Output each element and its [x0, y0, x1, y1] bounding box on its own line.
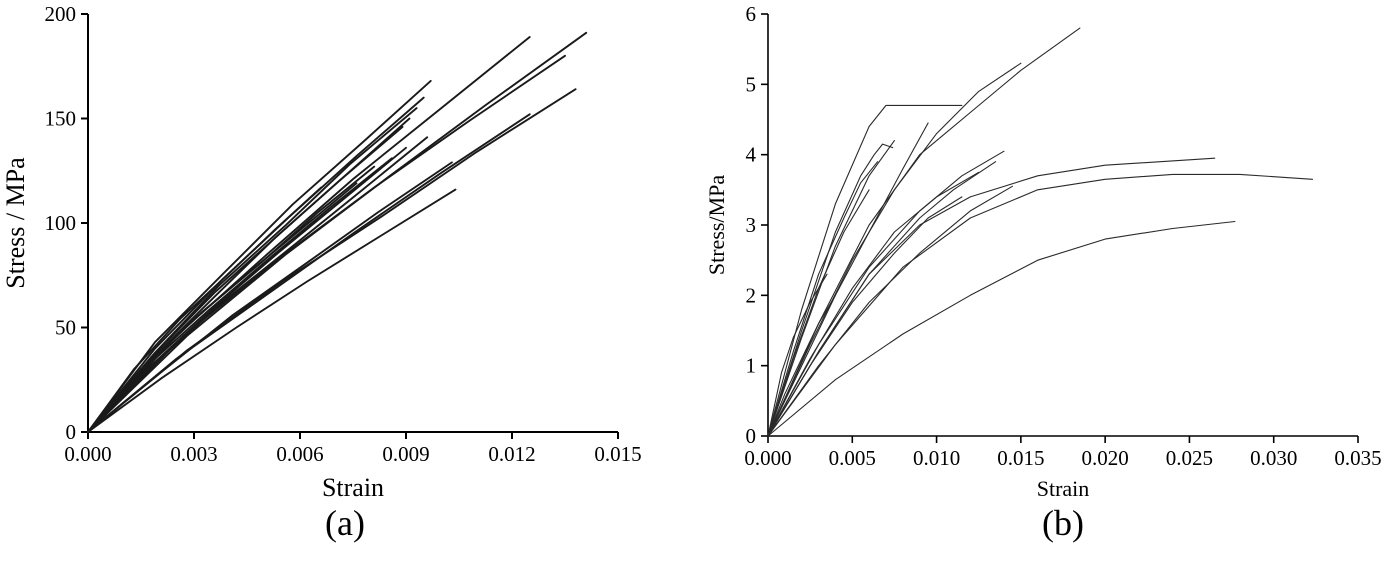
stress-strain-curve — [87, 36, 531, 433]
y-tick-label: 200 — [45, 2, 77, 26]
stress-strain-curve — [87, 182, 358, 433]
x-tick-label: 0.020 — [1082, 446, 1129, 470]
stress-strain-curve — [87, 146, 407, 433]
y-tick-label: 50 — [55, 316, 76, 340]
stress-strain-curve — [87, 88, 577, 433]
subplot-label-b: (b) — [1042, 503, 1084, 543]
stress-strain-curve — [767, 140, 895, 437]
x-tick-label: 0.030 — [1250, 446, 1297, 470]
panel-a: 0.000 0.003 0.006 0.009 0.012 0.015 0 50 100 150 2… — [0, 0, 690, 565]
stress-strain-curve — [767, 173, 1314, 437]
stress-strain-curve — [767, 161, 879, 437]
x-tick-label: 0.035 — [1334, 446, 1381, 470]
y-tick-label: 100 — [45, 211, 77, 235]
y-tick-label: 2 — [746, 283, 757, 307]
stress-strain-chart-b: 0.000 0.005 0.010 0.015 0.020 0.025 0.030 0.035… — [704, 2, 1382, 501]
y-tick-label: 1 — [746, 354, 757, 378]
y-tick-label: 3 — [746, 213, 757, 237]
stress-strain-curve — [767, 294, 836, 437]
x-tick-label: 0.012 — [488, 442, 535, 466]
stress-strain-curve — [87, 157, 393, 433]
stress-strain-curve — [767, 62, 1022, 437]
x-axis-label: Strain — [322, 473, 384, 502]
stress-strain-curve — [767, 150, 1005, 437]
y-tick-label: 0 — [746, 424, 757, 448]
stress-strain-curve — [87, 161, 453, 433]
stress-strain-curve — [767, 220, 1236, 437]
stress-strain-curve — [87, 54, 566, 433]
y-tick-label: 6 — [746, 2, 757, 26]
stress-strain-curve — [767, 27, 1081, 437]
stress-strain-curve — [767, 185, 1013, 437]
stress-strain-curve — [767, 196, 963, 437]
stress-strain-curve — [767, 171, 980, 437]
x-tick-label: 0.000 — [64, 442, 111, 466]
x-tick-label: 0.025 — [1166, 446, 1213, 470]
stress-strain-curve — [87, 136, 429, 433]
y-tick-label: 5 — [746, 72, 757, 96]
x-tick-label: 0.005 — [829, 446, 876, 470]
stress-strain-curve — [767, 273, 828, 437]
stress-strain-curve — [87, 188, 457, 433]
stress-strain-curve — [767, 143, 894, 437]
y-axis-label: Stress / MPa — [1, 157, 30, 289]
x-tick-label: 0.009 — [382, 442, 429, 466]
y-tick-label: 150 — [45, 107, 77, 131]
y-axis-label: Stress/MPa — [704, 175, 729, 275]
x-tick-label: 0.006 — [276, 442, 323, 466]
stress-strain-curve — [767, 161, 997, 437]
x-axis-label: Strain — [1037, 476, 1090, 501]
y-tick-label: 0 — [66, 420, 77, 444]
panel-b: 0.000 0.005 0.010 0.015 0.020 0.025 0.030 0.035… — [690, 0, 1382, 565]
x-tick-label: 0.003 — [170, 442, 217, 466]
stress-strain-chart-a: 0.000 0.003 0.006 0.009 0.012 0.015 0 50 100 150 2… — [1, 2, 642, 502]
x-tick-label: 0.015 — [594, 442, 641, 466]
x-tick-label: 0.015 — [997, 446, 1044, 470]
stress-strain-curve — [87, 186, 323, 433]
x-tick-label: 0.000 — [744, 446, 791, 470]
subplot-label-a: (a) — [325, 503, 365, 543]
y-tick-label: 4 — [746, 143, 757, 167]
x-tick-label: 0.010 — [913, 446, 960, 470]
stress-strain-curve — [767, 122, 929, 437]
